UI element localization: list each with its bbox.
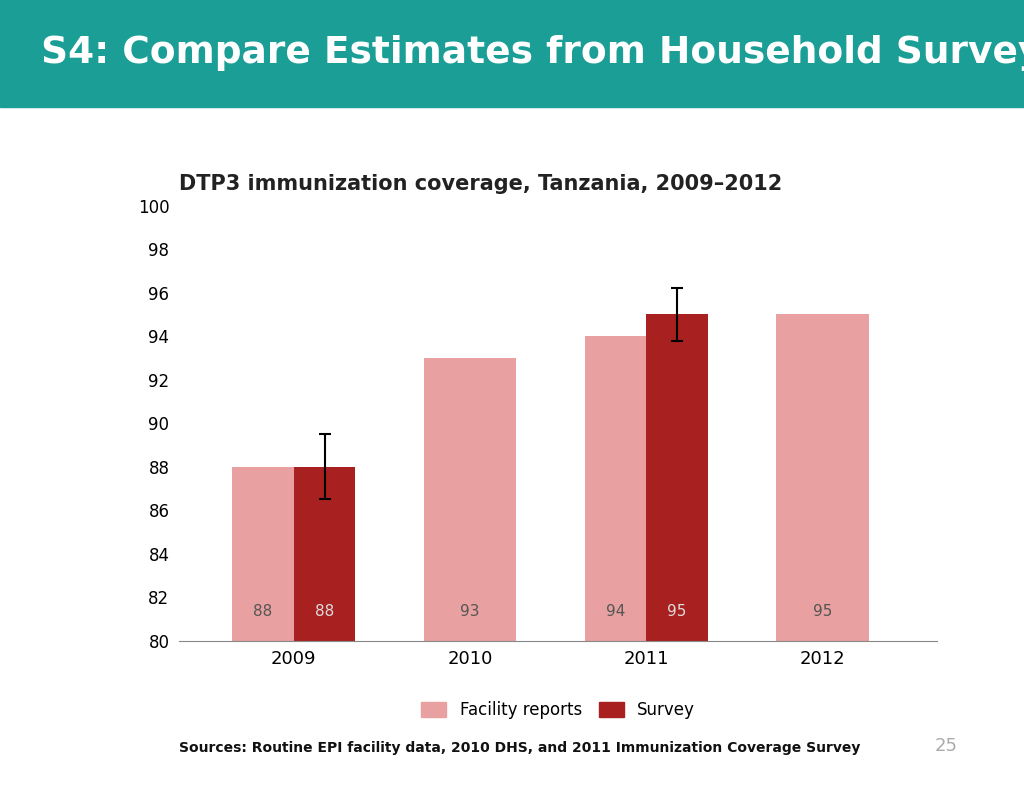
Text: S4: Compare Estimates from Household Surveys: S4: Compare Estimates from Household Sur… [41,36,1024,71]
Text: 88: 88 [315,604,334,619]
Text: 95: 95 [668,604,687,619]
Text: 95: 95 [813,604,833,619]
Legend: Facility reports, Survey: Facility reports, Survey [415,694,701,726]
Bar [294,467,355,641]
Bar [776,314,868,641]
Text: 25: 25 [935,737,957,755]
Text: DTP3 immunization coverage, Tanzania, 2009–2012: DTP3 immunization coverage, Tanzania, 20… [179,174,782,194]
Text: 94: 94 [605,604,625,619]
Bar [232,467,294,641]
Text: 88: 88 [253,604,272,619]
Text: 93: 93 [460,604,479,619]
Bar [585,336,646,641]
Bar [646,314,708,641]
Bar [424,358,516,641]
Text: Sources: Routine EPI facility data, 2010 DHS, and 2011 Immunization Coverage Sur: Sources: Routine EPI facility data, 2010… [179,741,860,755]
